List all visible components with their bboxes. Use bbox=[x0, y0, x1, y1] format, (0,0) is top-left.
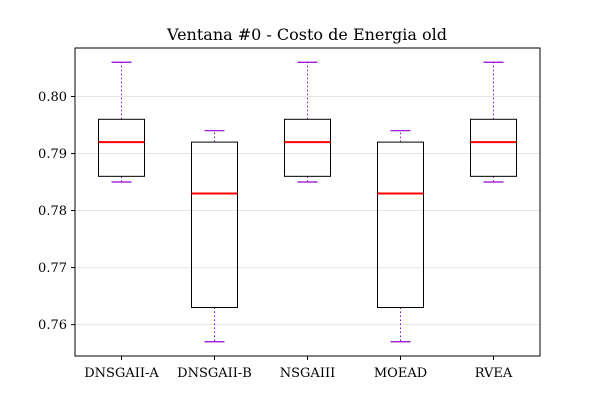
y-tick-label: 0.76 bbox=[38, 318, 67, 333]
box-layer bbox=[98, 61, 517, 343]
y-tick-label: 0.78 bbox=[38, 204, 67, 219]
x-tick-label: NSGAIII bbox=[280, 366, 335, 381]
box-group bbox=[470, 61, 517, 183]
axis-layer: 0.76 0.77 0.78 0.79 0.80 DNSGAII-A DNSGAII-B NS… bbox=[38, 90, 513, 381]
chart-title: Ventana #0 - Costo de Energia old bbox=[166, 25, 447, 44]
box-group bbox=[98, 61, 145, 183]
box-group bbox=[284, 61, 331, 183]
iqr-box bbox=[377, 141, 424, 309]
iqr-box bbox=[470, 118, 517, 177]
x-tick-label: MOEAD bbox=[374, 366, 427, 381]
iqr-box bbox=[284, 118, 331, 177]
x-tick-label: DNSGAII-B bbox=[177, 366, 252, 381]
iqr-box bbox=[98, 118, 145, 177]
y-tick-label: 0.79 bbox=[38, 147, 67, 162]
x-tick-label: DNSGAII-A bbox=[84, 366, 159, 381]
grid-lines bbox=[75, 95, 540, 326]
box-group bbox=[377, 130, 424, 343]
box-group bbox=[191, 130, 238, 343]
y-tick-label: 0.80 bbox=[38, 90, 67, 105]
x-tick-label: RVEA bbox=[475, 366, 513, 381]
iqr-box bbox=[191, 141, 238, 309]
y-tick-label: 0.77 bbox=[38, 261, 67, 276]
